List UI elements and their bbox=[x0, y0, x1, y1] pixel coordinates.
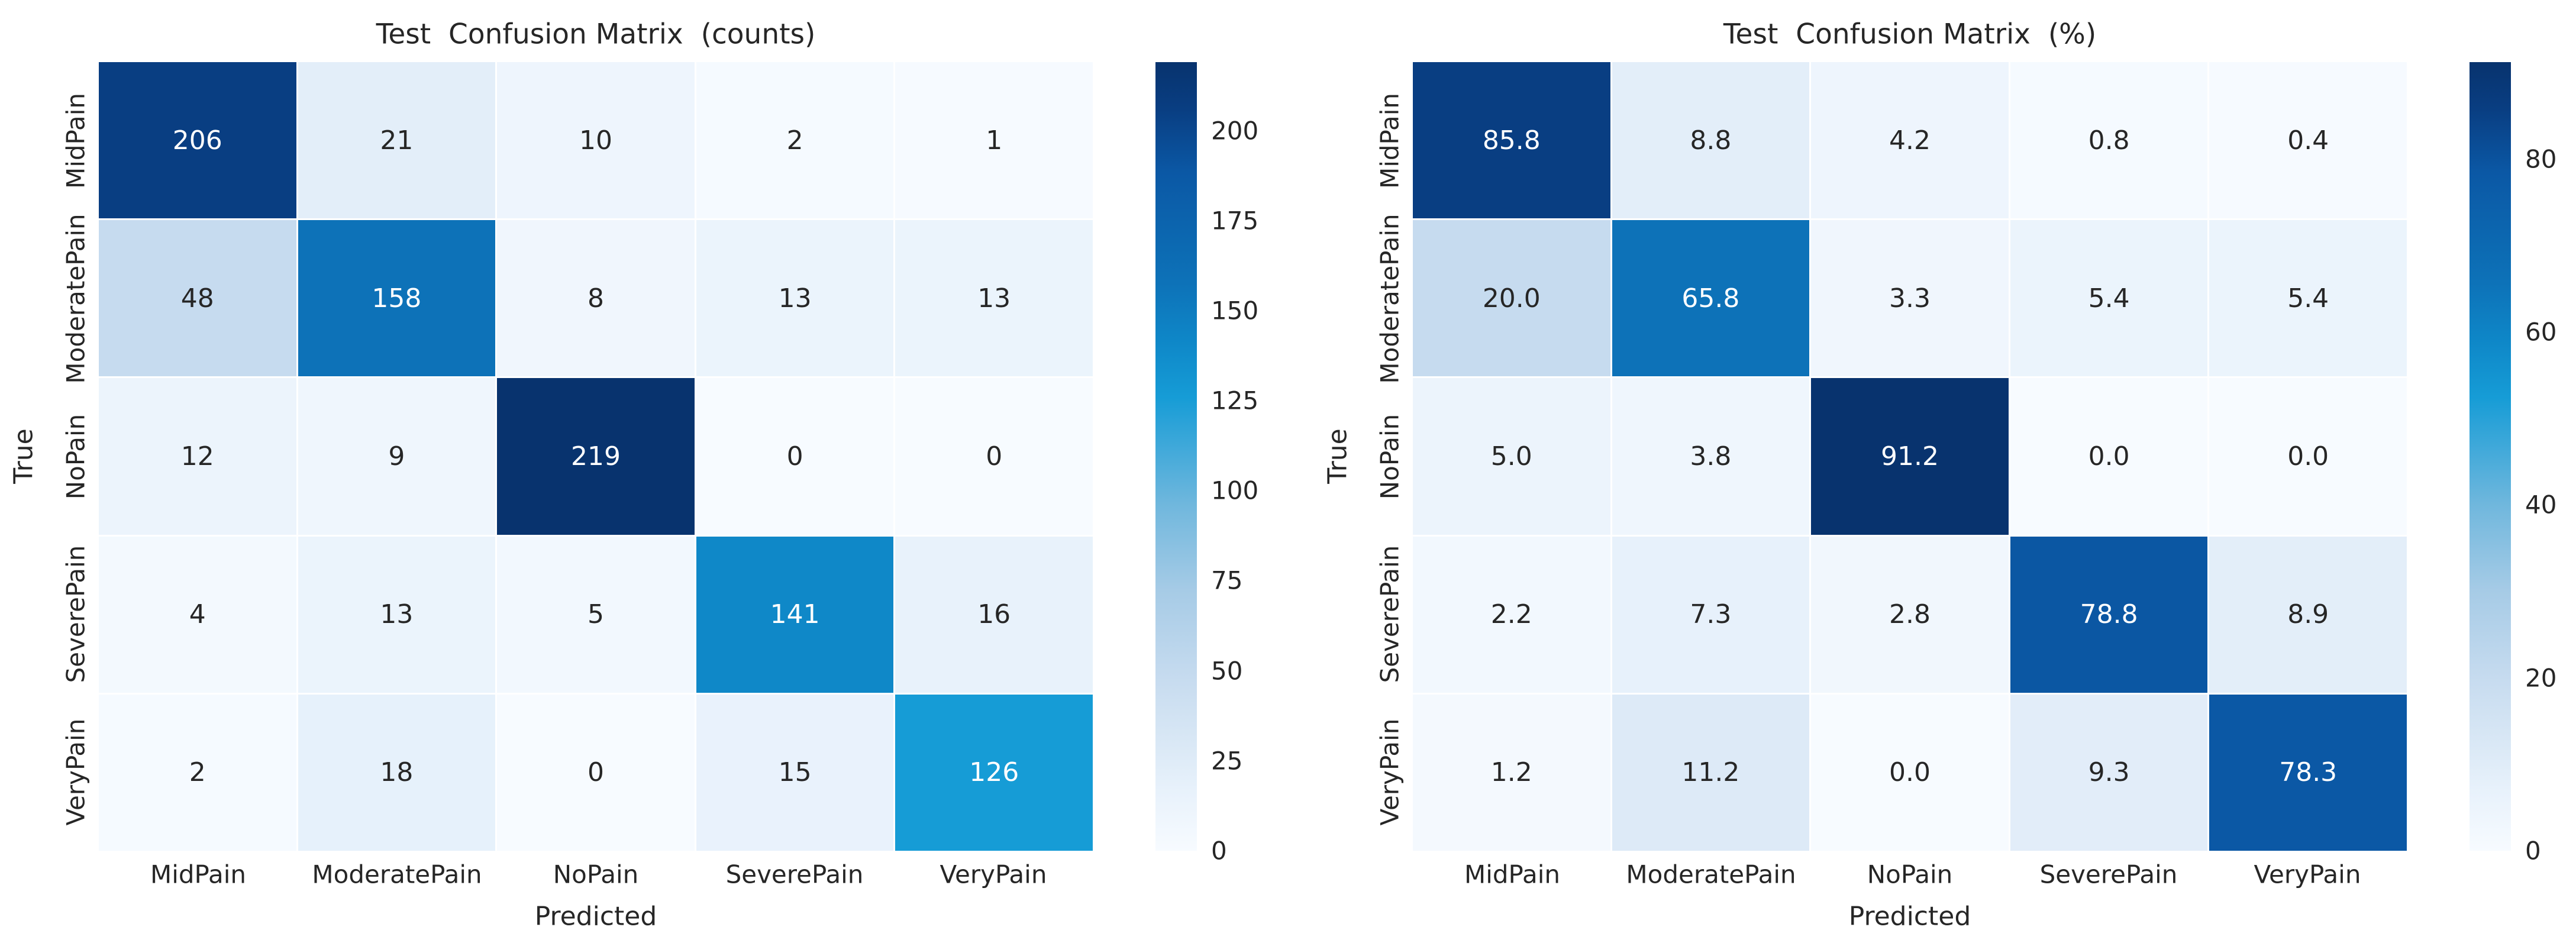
heatmap-cell: 0.8 bbox=[2010, 62, 2208, 219]
y-tick-label: VeryPain bbox=[1375, 718, 1405, 826]
heatmap-cell: 8 bbox=[497, 220, 695, 377]
heatmap-cell: 13 bbox=[895, 220, 1093, 377]
heatmap-cell: 65.8 bbox=[1612, 220, 1810, 377]
y-tick-label: NoPain bbox=[1375, 414, 1405, 499]
x-tick-label: MidPain bbox=[150, 860, 247, 889]
heatmap-cell: 2.2 bbox=[1413, 536, 1610, 693]
x-tick-label: VeryPain bbox=[940, 860, 1047, 889]
heatmap-cell: 0.4 bbox=[2209, 62, 2407, 219]
heatmap-cell: 21 bbox=[298, 62, 496, 219]
heatmap-cell: 7.3 bbox=[1612, 536, 1810, 693]
colorbar-tick-label: 125 bbox=[1211, 386, 1259, 415]
heatmap-cell: 5 bbox=[497, 536, 695, 693]
colorbar-tick-label: 40 bbox=[2525, 490, 2557, 519]
heatmap-cell: 126 bbox=[895, 694, 1093, 851]
heatmap-cell: 206 bbox=[99, 62, 296, 219]
y-tick-label: VeryPain bbox=[61, 718, 91, 826]
heatmap-cell: 3.8 bbox=[1612, 378, 1810, 535]
y-tick-label: MidPain bbox=[1375, 93, 1405, 189]
y-axis-title: True bbox=[8, 428, 39, 484]
heatmap-cell: 12 bbox=[99, 378, 296, 535]
colorbar-tick-label: 100 bbox=[1211, 476, 1259, 505]
x-tick-label: VeryPain bbox=[2254, 860, 2361, 889]
chart-title: Test Confusion Matrix (counts) bbox=[376, 18, 816, 51]
heatmap-cell: 8.8 bbox=[1612, 62, 1810, 219]
heatmap-cell: 20.0 bbox=[1413, 220, 1610, 377]
colorbar-tick-label: 0 bbox=[2525, 836, 2541, 866]
percent-panel: Test Confusion Matrix (%) True 85.8 8.8 4.… bbox=[1314, 0, 2576, 946]
colorbar-tick-label: 20 bbox=[2525, 663, 2557, 693]
heatmap-cell: 2 bbox=[696, 62, 894, 219]
heatmap-cell: 1.2 bbox=[1413, 694, 1610, 851]
heatmap-cell: 219 bbox=[497, 378, 695, 535]
heatmap-cell: 5.4 bbox=[2010, 220, 2208, 377]
y-tick-label: SeverePain bbox=[61, 545, 91, 683]
y-tick-label: SeverePain bbox=[1375, 545, 1405, 683]
heatmap-cell: 78.3 bbox=[2209, 694, 2407, 851]
heatmap-cell: 10 bbox=[497, 62, 695, 219]
heatmap-grid: 206 21 10 2 1 48 158 8 13 13 12 9 219 0 0 4 13 5 141 16 2 18 0… bbox=[99, 62, 1093, 851]
heatmap-cell: 2.8 bbox=[1811, 536, 2009, 693]
colorbar-tick-label: 200 bbox=[1211, 116, 1259, 146]
heatmap-cell: 0 bbox=[497, 694, 695, 851]
x-tick-label: MidPain bbox=[1464, 860, 1561, 889]
y-tick-label: MidPain bbox=[61, 93, 91, 189]
heatmap-cell: 0 bbox=[696, 378, 894, 535]
counts-panel: Test Confusion Matrix (counts) True 206 2… bbox=[8, 18, 1259, 932]
heatmap-cell: 0.0 bbox=[2209, 378, 2407, 535]
colorbar-tick-label: 60 bbox=[2525, 317, 2557, 347]
heatmap-cell: 4 bbox=[99, 536, 296, 693]
heatmap-cell: 5.0 bbox=[1413, 378, 1610, 535]
y-axis-title: True bbox=[1322, 428, 1353, 484]
heatmap-cell: 18 bbox=[298, 694, 496, 851]
heatmap-cell: 9.3 bbox=[2010, 694, 2208, 851]
colorbar-tick-label: 175 bbox=[1211, 206, 1259, 235]
x-tick-label: NoPain bbox=[1867, 860, 1953, 889]
heatmap-cell: 15 bbox=[696, 694, 894, 851]
colorbar-tick-label: 25 bbox=[1211, 746, 1243, 776]
heatmap-cell: 9 bbox=[298, 378, 496, 535]
heatmap-cell: 0 bbox=[895, 378, 1093, 535]
x-axis-title: Predicted bbox=[534, 901, 657, 932]
heatmap-cell: 11.2 bbox=[1612, 694, 1810, 851]
heatmap-cell: 13 bbox=[298, 536, 496, 693]
x-tick-label: SeverePain bbox=[2039, 860, 2178, 889]
heatmap-cell: 85.8 bbox=[1413, 62, 1610, 219]
colorbar-tick-label: 0 bbox=[1211, 836, 1227, 866]
heatmap-cell: 78.8 bbox=[2010, 536, 2208, 693]
heatmap-cell: 2 bbox=[99, 694, 296, 851]
x-tick-label: ModeratePain bbox=[1626, 860, 1796, 889]
colorbar-tick-label: 80 bbox=[2525, 144, 2557, 174]
y-tick-label: ModeratePain bbox=[1375, 214, 1405, 384]
x-tick-label: ModeratePain bbox=[312, 860, 482, 889]
x-tick-label: SeverePain bbox=[725, 860, 864, 889]
heatmap-cell: 3.3 bbox=[1811, 220, 2009, 377]
x-tick-label: NoPain bbox=[553, 860, 639, 889]
colorbar-tick-label: 50 bbox=[1211, 656, 1243, 686]
heatmap-cell: 0.0 bbox=[1811, 694, 2009, 851]
x-axis-title: Predicted bbox=[1848, 901, 1971, 932]
heatmap-cell: 13 bbox=[696, 220, 894, 377]
heatmap-cell: 141 bbox=[696, 536, 894, 693]
heatmap-cell: 91.2 bbox=[1811, 378, 2009, 535]
colorbar bbox=[2470, 62, 2511, 851]
heatmap-cell: 48 bbox=[99, 220, 296, 377]
heatmap-grid: 85.8 8.8 4.2 0.8 0.4 20.0 65.8 3.3 5.4 5.4 5.0 3.8 9… bbox=[1413, 62, 2407, 851]
colorbar-tick-label: 75 bbox=[1211, 566, 1243, 595]
y-tick-label: ModeratePain bbox=[61, 214, 91, 384]
heatmap-cell: 0.0 bbox=[2010, 378, 2208, 535]
heatmap-cell: 5.4 bbox=[2209, 220, 2407, 377]
colorbar bbox=[1155, 62, 1197, 851]
heatmap-cell: 16 bbox=[895, 536, 1093, 693]
heatmap-cell: 1 bbox=[895, 62, 1093, 219]
chart-title: Test Confusion Matrix (%) bbox=[1723, 18, 2097, 51]
colorbar-tick-label: 150 bbox=[1211, 296, 1259, 325]
y-tick-label: NoPain bbox=[61, 414, 91, 499]
heatmap-cell: 158 bbox=[298, 220, 496, 377]
heatmap-cell: 4.2 bbox=[1811, 62, 2009, 219]
heatmap-cell: 8.9 bbox=[2209, 536, 2407, 693]
